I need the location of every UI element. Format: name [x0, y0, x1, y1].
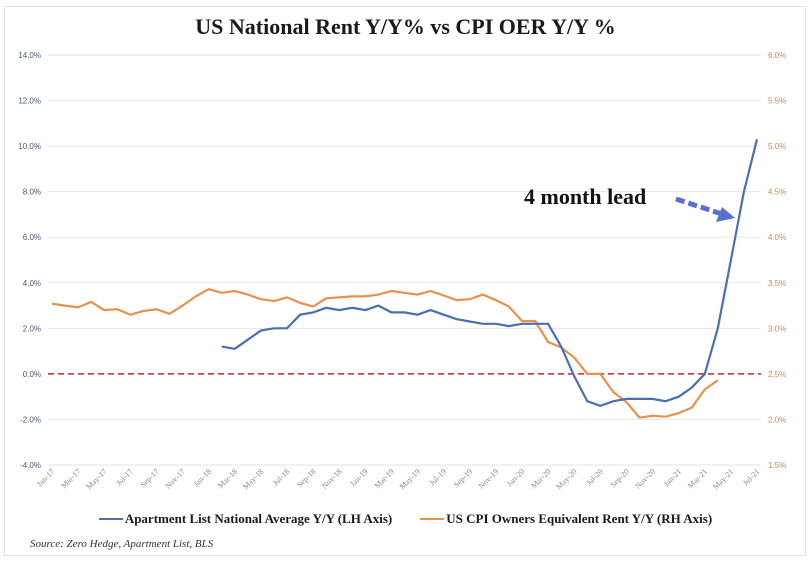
x-axis-tick-label: Sep-19 [452, 467, 474, 489]
left-axis-tick-label: 4.0% [23, 279, 41, 288]
right-axis-tick-label: 1.5% [768, 461, 786, 470]
left-axis-tick-label: 10.0% [18, 142, 41, 151]
left-axis-ticks: 14.0% 12.0% 10.0% 8.0% 6.0% 4.0% 2.0% 0.0% -2.0%… [18, 51, 41, 470]
x-axis-tick-label: Jul-19 [428, 467, 449, 488]
right-axis-tick-label: 3.0% [768, 324, 786, 333]
x-axis-tick-label: Jul-18 [271, 467, 292, 488]
x-axis-tick-label: Nov-18 [320, 467, 344, 491]
x-axis-tick-label: Jan-20 [505, 467, 526, 488]
right-axis-tick-label: 2.5% [768, 370, 786, 379]
x-axis-tick-label: Sep-20 [608, 467, 630, 489]
left-axis-tick-label: 2.0% [23, 324, 41, 333]
series-line-cpi-oer [51, 288, 719, 419]
right-axis-tick-label: 4.5% [768, 188, 786, 197]
x-axis-tick-label: Jul-17 [114, 467, 135, 488]
x-axis-tick-label: Jul-20 [584, 467, 605, 488]
gridlines [48, 54, 761, 466]
left-axis-tick-label: 12.0% [18, 97, 41, 106]
legend-item-apartment-list: Apartment List National Average Y/Y (LH … [98, 511, 393, 527]
left-axis-tick-label: -2.0% [20, 415, 41, 424]
x-axis-tick-label: May-20 [554, 467, 578, 491]
right-axis-tick-label: 5.5% [768, 97, 786, 106]
right-axis-tick-label: 4.0% [768, 233, 786, 242]
x-axis-tick-label: Nov-20 [633, 467, 657, 491]
x-axis-tick-label: Jul-21 [741, 467, 762, 488]
x-axis-tick-label: May-18 [241, 467, 265, 491]
x-axis-tick-label: Jan-18 [192, 467, 213, 488]
left-axis-tick-label: 6.0% [23, 233, 41, 242]
left-axis-tick-label: -4.0% [20, 461, 41, 470]
right-axis-tick-label: 5.0% [768, 142, 786, 151]
left-axis-tick-label: 8.0% [23, 188, 41, 197]
legend-item-cpi-oer: US CPI Owners Equivalent Rent Y/Y (RH Ax… [420, 511, 712, 527]
right-axis-tick-label: 3.5% [768, 279, 786, 288]
x-axis-tick-label: May-21 [711, 467, 735, 491]
x-axis-tick-label: Jan-19 [348, 467, 369, 488]
left-axis-tick-label: 0.0% [23, 370, 41, 379]
x-axis-tick-label: Mar-18 [216, 467, 239, 490]
source-note: Source: Zero Hedge, Apartment List, BLS [30, 538, 214, 550]
x-axis-tick-label: Mar-19 [373, 467, 396, 490]
right-axis-tick-label: 6.0% [768, 51, 786, 60]
x-axis-tick-label: Mar-17 [59, 467, 82, 490]
x-axis-tick-label: May-19 [398, 467, 422, 491]
x-axis-tick-label: Mar-21 [686, 467, 709, 490]
series-line-apartment-list [221, 139, 759, 407]
legend-swatch-orange [420, 518, 445, 520]
right-axis-ticks: 6.0% 5.5% 5.0% 4.5% 4.0% 3.5% 3.0% 2.5% 2.0% 1.5% [768, 51, 786, 470]
x-axis-tick-label: Nov-17 [163, 467, 187, 491]
right-axis-tick-label: 2.0% [768, 415, 786, 424]
legend: Apartment List National Average Y/Y (LH … [0, 511, 811, 527]
annotation-text: 4 month lead [524, 184, 646, 209]
x-axis-tick-label: Mar-20 [529, 467, 552, 490]
x-axis-tick-label: Jan-17 [35, 467, 56, 488]
annotation-arrow-icon [675, 196, 735, 222]
x-axis-ticks: Jan-17 Mar-17 May-17 Jul-17 Sep-17 Nov-17 Jan-… [35, 467, 761, 491]
legend-label-apartment-list: Apartment List National Average Y/Y (LH … [124, 511, 393, 526]
legend-swatch-blue [98, 518, 123, 520]
legend-label-cpi-oer: US CPI Owners Equivalent Rent Y/Y (RH Ax… [446, 511, 713, 526]
x-axis-tick-label: Sep-17 [138, 467, 160, 489]
x-axis-tick-label: Sep-18 [295, 467, 317, 489]
chart-frame [4, 6, 806, 556]
left-axis-tick-label: 14.0% [18, 51, 41, 60]
x-axis-tick-label: Jan-21 [662, 467, 683, 488]
chart-title: US National Rent Y/Y% vs CPI OER Y/Y % [195, 14, 616, 39]
x-axis-tick-label: May-17 [84, 467, 108, 491]
x-axis-tick-label: Nov-19 [477, 467, 501, 491]
